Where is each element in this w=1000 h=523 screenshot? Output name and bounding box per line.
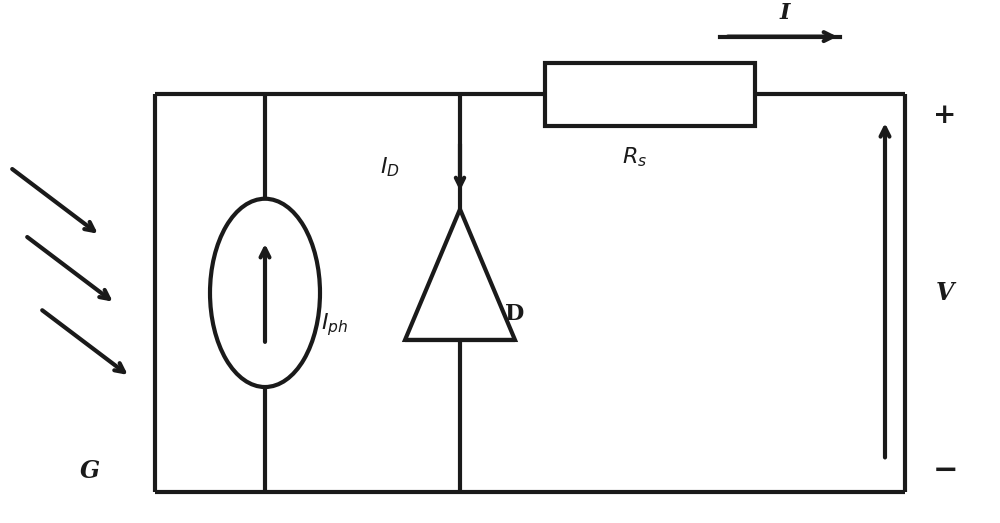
Text: −: −	[932, 455, 958, 486]
Text: V: V	[936, 281, 954, 305]
Text: $R_s$: $R_s$	[622, 145, 648, 169]
Text: $I_D$: $I_D$	[380, 155, 400, 179]
Bar	[545, 63, 755, 126]
Text: $I_{ph}$: $I_{ph}$	[321, 311, 349, 338]
Text: D: D	[505, 303, 525, 325]
Text: +: +	[933, 101, 957, 129]
Text: G: G	[80, 459, 100, 483]
Text: I: I	[780, 2, 790, 24]
